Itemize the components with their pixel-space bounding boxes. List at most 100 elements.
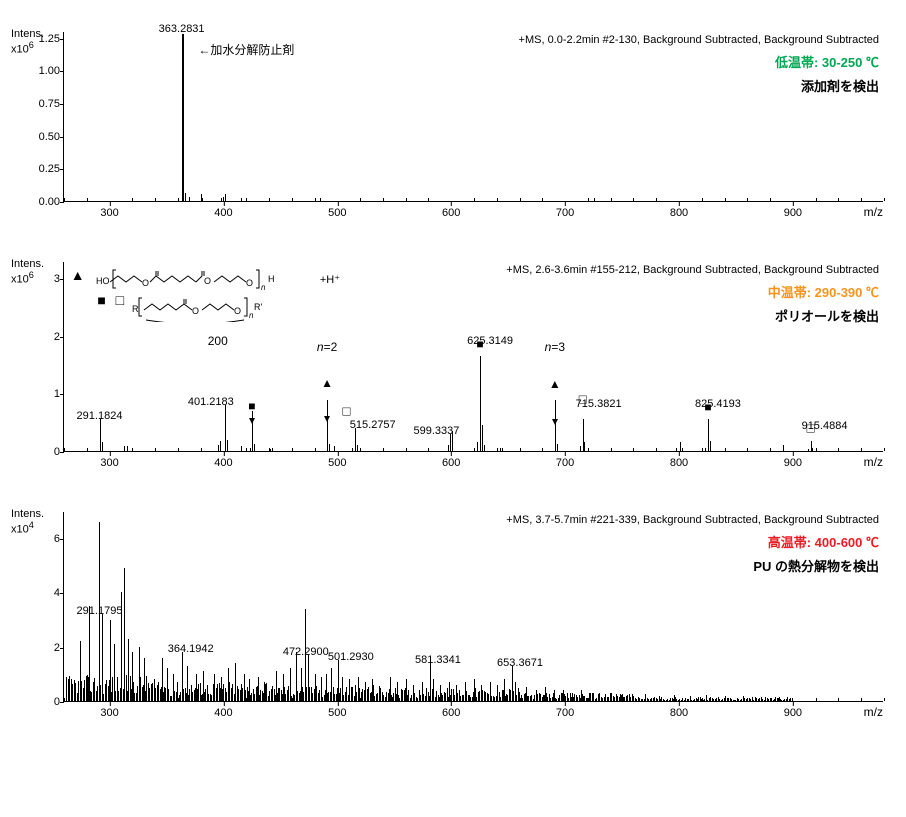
chemical-structure: ROOnR' (132, 294, 322, 322)
x-minor-tick (64, 198, 65, 201)
x-minor-tick (542, 198, 543, 201)
peak-label: 291.1824 (77, 410, 123, 422)
ms-peak (315, 674, 316, 701)
ms-peak (449, 682, 450, 701)
x-minor-tick (132, 198, 133, 201)
ms-peak (326, 674, 327, 701)
x-minor-tick (428, 198, 429, 201)
x-minor-tick (747, 448, 748, 451)
ms-peak (196, 674, 197, 701)
x-minor-tick (861, 698, 862, 701)
ms-peak (144, 658, 145, 701)
y-axis-label: Intens.x104 (11, 508, 44, 536)
peak-label: 653.3671 (497, 657, 543, 669)
x-minor-tick (861, 198, 862, 201)
ms-peak (327, 419, 328, 451)
ms-peak (557, 444, 558, 451)
x-minor-tick (360, 448, 361, 451)
x-axis-label: m/z (864, 205, 883, 219)
ms-peak (594, 198, 595, 201)
ms-peak (227, 440, 228, 452)
ms-peak (214, 674, 215, 701)
x-minor-tick (383, 448, 384, 451)
x-minor-tick (246, 448, 247, 451)
ms-peak (80, 641, 81, 701)
ms-peak (725, 696, 726, 701)
svg-text:n: n (261, 283, 266, 292)
ms-peak (572, 693, 573, 701)
ms-peak (682, 448, 683, 451)
ms-peak (225, 194, 226, 201)
y-tick: 0.75 (24, 98, 60, 110)
x-tick: 600 (442, 457, 460, 469)
ms-peak (812, 448, 813, 451)
svg-text:O: O (234, 306, 241, 316)
ms-peak (680, 442, 681, 451)
series-marker: ▲ (321, 377, 333, 389)
x-minor-tick (497, 198, 498, 201)
x-minor-tick (861, 448, 862, 451)
ms-peak (338, 660, 339, 701)
peak-label: 825.4193 (695, 398, 741, 410)
ms-peak (622, 694, 623, 701)
peak-label: 401.2183 (188, 396, 234, 408)
y-tick: 1.25 (24, 33, 60, 45)
ms-peak (342, 677, 343, 701)
x-minor-tick (611, 448, 612, 451)
ms-peak (334, 446, 335, 451)
ms-peak (590, 693, 591, 701)
ms-peak (290, 668, 291, 701)
x-minor-tick (747, 198, 748, 201)
ms-peak (173, 674, 174, 701)
spectrum-panel-mid: Intens.x106+MS, 2.6-3.6min #155-212, Bac… (13, 262, 893, 482)
x-tick: 900 (784, 707, 802, 719)
ms-peak (743, 696, 744, 701)
x-minor-tick (702, 198, 703, 201)
x-minor-tick (725, 448, 726, 451)
ms-peak (645, 694, 646, 701)
series-marker: □ (807, 421, 815, 434)
legend-symbol: □ (116, 292, 124, 308)
x-minor-tick (520, 448, 521, 451)
svg-text:O: O (246, 278, 253, 288)
ms-peak (710, 441, 711, 451)
y-tick: 0.50 (24, 131, 60, 143)
plot-area: +MS, 0.0-2.2min #2-130, Background Subtr… (63, 32, 883, 202)
x-minor-tick (132, 448, 133, 451)
ms-peak (202, 198, 203, 201)
ms-peak (480, 356, 481, 451)
ms-peak (264, 682, 265, 701)
ms-peak (779, 697, 780, 701)
ms-peak (187, 666, 188, 701)
ms-peak (89, 606, 90, 701)
ms-peak (167, 668, 168, 701)
ms-peak (320, 198, 321, 201)
ms-peak (500, 448, 501, 451)
spectrum-panel-low: Intens.x106+MS, 0.0-2.2min #2-130, Backg… (13, 32, 893, 232)
ms-peak (110, 620, 111, 701)
ms-peak (490, 682, 491, 701)
x-tick: 300 (100, 207, 118, 219)
y-tick: 3 (24, 273, 60, 285)
x-minor-tick (520, 198, 521, 201)
peak-label: 515.2757 (350, 419, 396, 431)
ms-peak (221, 677, 222, 701)
x-minor-tick (474, 448, 475, 451)
ms-peak (599, 693, 600, 701)
x-minor-tick (497, 448, 498, 451)
ms-peak (220, 441, 221, 451)
x-minor-tick (838, 698, 839, 701)
svg-text:HO: HO (96, 276, 110, 286)
x-minor-tick (816, 198, 817, 201)
series-marker: ▲ (549, 378, 561, 390)
svg-text:R': R' (254, 302, 262, 312)
ms-peak (308, 655, 309, 701)
y-tick: 2 (24, 331, 60, 343)
ms-peak (783, 445, 784, 451)
x-tick: 400 (214, 207, 232, 219)
x-minor-tick (770, 198, 771, 201)
x-minor-tick (406, 198, 407, 201)
x-tick: 900 (784, 207, 802, 219)
x-minor-tick (315, 448, 316, 451)
ms-peak (536, 690, 537, 701)
